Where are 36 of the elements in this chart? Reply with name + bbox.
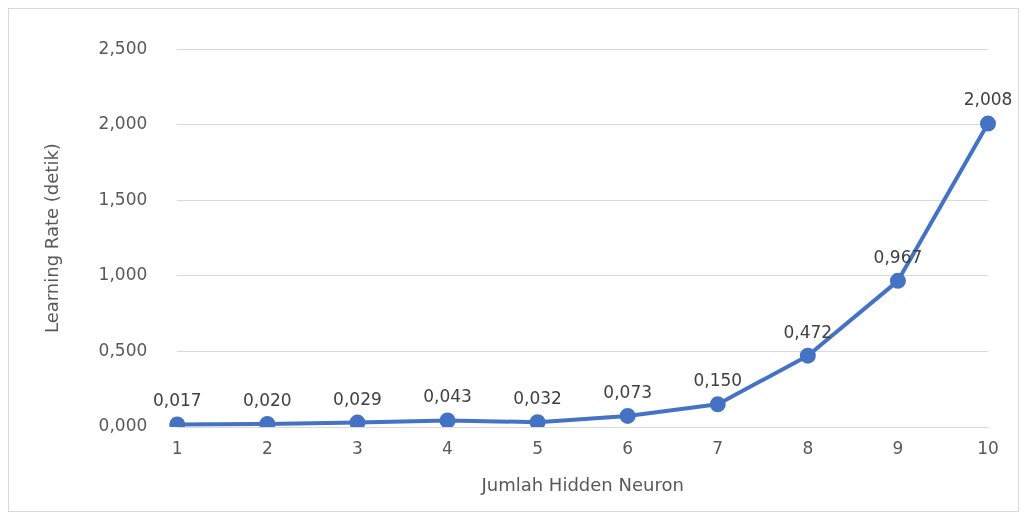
- x-tick-label: 1: [171, 437, 183, 458]
- point: [349, 414, 366, 427]
- x-axis-title: Jumlah Hidden Neuron: [480, 473, 684, 495]
- data-label: 0,073: [603, 381, 653, 402]
- point: [259, 415, 276, 427]
- data-label: 0,032: [513, 388, 562, 409]
- data-label: 0,043: [423, 386, 472, 407]
- data-label: 0,017: [152, 390, 202, 411]
- x-tick-label: 5: [532, 437, 544, 458]
- data-label: 0,029: [333, 388, 382, 409]
- x-tick-label: 7: [712, 437, 724, 458]
- y-tick-label: 1,500: [98, 188, 148, 209]
- y-tick-label: 0,000: [98, 415, 148, 436]
- y-axis-title: Learning Rate (detik): [41, 143, 63, 334]
- x-tick-label: 3: [352, 437, 363, 458]
- point: [799, 347, 816, 364]
- point: [709, 396, 726, 413]
- point: [980, 115, 996, 132]
- x-tick-label: 10: [977, 437, 999, 458]
- x-tick-label: 6: [622, 437, 634, 458]
- y-tick-label: 1,000: [98, 264, 148, 285]
- point: [889, 272, 906, 289]
- x-tick-label: 8: [802, 437, 814, 458]
- x-tick-label: 4: [442, 437, 453, 458]
- y-tick-label: 2,500: [98, 37, 148, 58]
- point: [439, 412, 456, 427]
- y-tick-label: 2,000: [98, 113, 148, 134]
- data-label: 0,472: [783, 321, 833, 342]
- data-label: 0,150: [693, 370, 743, 391]
- point: [619, 407, 636, 424]
- data-label: 0,020: [243, 389, 292, 410]
- x-tick-label: 2: [261, 437, 273, 458]
- point: [529, 414, 546, 427]
- data-label: 2,008: [963, 89, 1013, 110]
- y-tick-label: 0,500: [98, 339, 148, 360]
- x-tick-label: 9: [892, 437, 904, 458]
